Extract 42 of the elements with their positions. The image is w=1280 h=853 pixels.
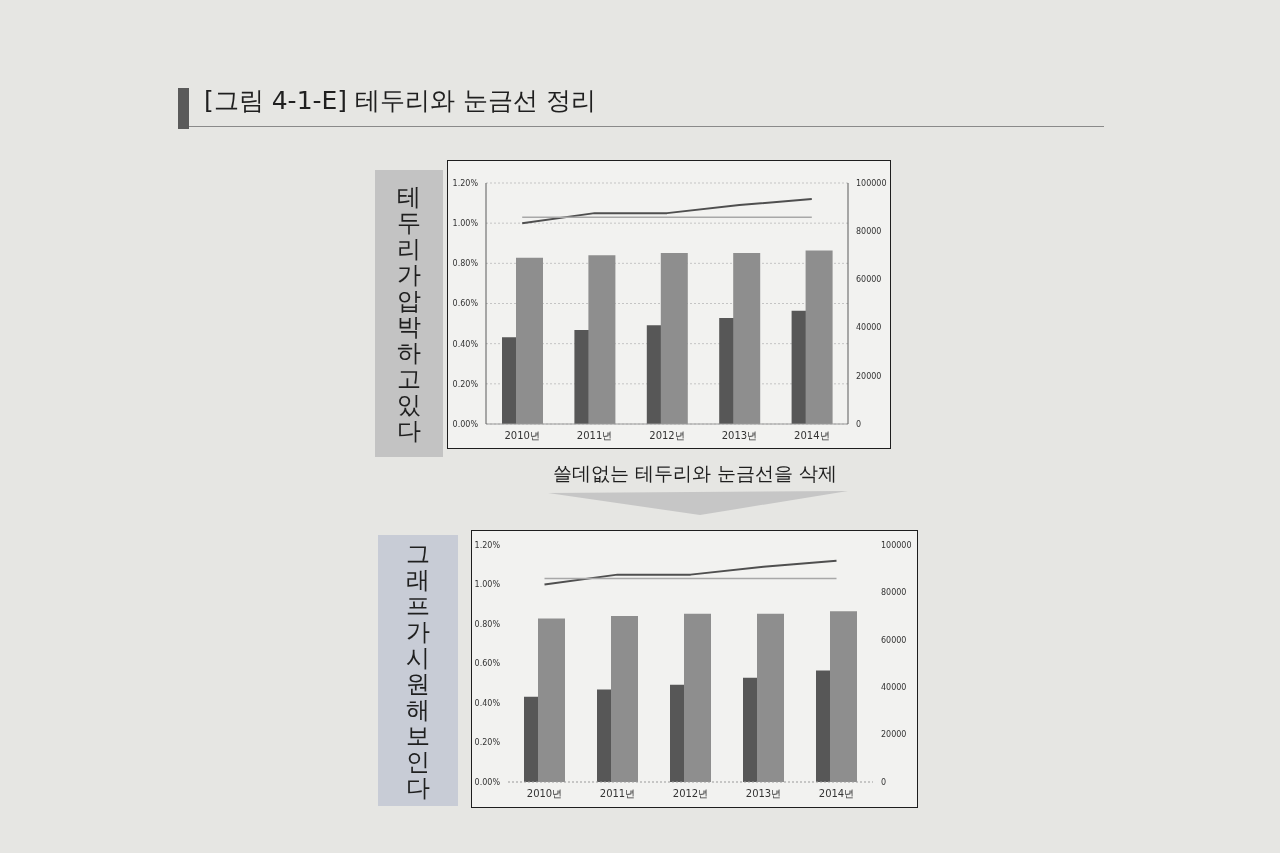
x-tick-label: 2010년 (504, 430, 540, 442)
chart-title: 쓸데없는 테두리와 눈금선을 삭제 (551, 461, 839, 486)
y-tick-label: 0.60% (474, 659, 501, 669)
y2-tick-label: 80000 (881, 588, 907, 598)
y2-tick-label: 40000 (881, 683, 907, 693)
y-tick-label: 0.00% (452, 419, 479, 429)
x-tick-label: 2013년 (721, 430, 758, 442)
y-tick-label: 0.80% (474, 619, 501, 629)
x-tick-label: 2014년 (818, 788, 855, 800)
y2-tick-label: 60000 (881, 635, 907, 645)
y-tick-label: 0.60% (452, 299, 479, 309)
y-tick-label: 1.00% (452, 219, 479, 229)
y2-tick-label: 100000 (881, 540, 912, 550)
y2-tick-label: 0 (856, 419, 862, 429)
y2-tick-label: 0 (881, 777, 887, 787)
y-tick-label: 1.20% (452, 178, 479, 188)
y-tick-label: 0.20% (452, 379, 479, 389)
y2-tick-label: 100000 (856, 178, 887, 188)
y2-tick-label: 80000 (856, 227, 882, 237)
y-tick-label: 1.20% (474, 540, 501, 550)
x-tick-label: 2010년 (526, 788, 563, 800)
y2-tick-label: 40000 (856, 323, 882, 333)
y-tick-label: 0.40% (452, 339, 479, 349)
x-tick-label: 2013년 (745, 788, 782, 800)
line-series (521, 198, 813, 225)
x-tick-label: 2012년 (649, 430, 685, 442)
line-series (543, 559, 838, 586)
text: 그래프가 시원해 보인다 (406, 539, 430, 802)
y-tick-label: 0.40% (474, 698, 501, 708)
x-tick-label: 2014년 (794, 430, 830, 442)
x-tick-label: 2011년 (576, 430, 613, 442)
text: 테두리가 압박하고 있다 (397, 182, 421, 445)
y-tick-label: 0.80% (452, 259, 479, 269)
y-tick-label: 0.20% (474, 738, 501, 748)
x-tick-label: 2012년 (672, 788, 709, 800)
chart-title: [그림 4-1-E] 테두리와 눈금선 정리 (204, 85, 596, 117)
y2-tick-label: 20000 (856, 371, 882, 381)
y2-tick-label: 60000 (856, 275, 882, 285)
y2-tick-label: 20000 (881, 730, 907, 740)
y-tick-label: 1.00% (474, 580, 501, 590)
y-tick-label: 0.00% (474, 777, 501, 787)
x-tick-label: 2011년 (599, 788, 636, 800)
